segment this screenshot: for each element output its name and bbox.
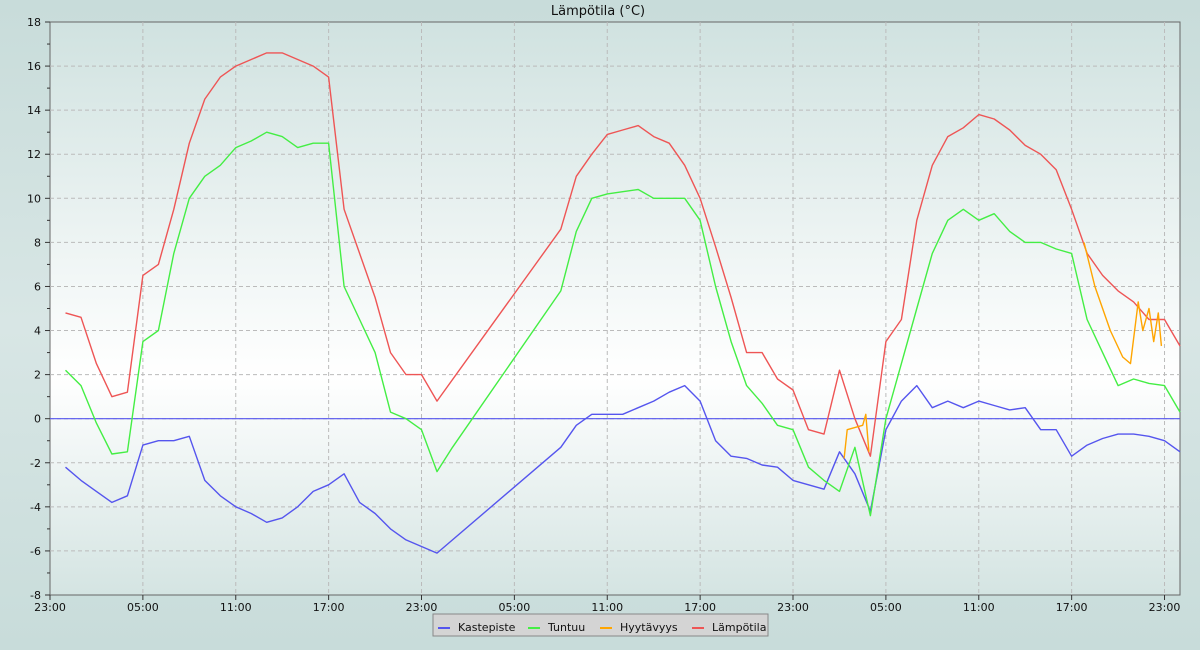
y-tick-label: 12 — [27, 148, 41, 161]
y-tick-label: 16 — [27, 60, 41, 73]
y-tick-label: -6 — [30, 545, 41, 558]
chart-title: Lämpötila (°C) — [551, 4, 645, 19]
y-tick-label: 18 — [27, 16, 41, 29]
plot-area — [49, 21, 1181, 596]
y-tick-label: -4 — [30, 501, 41, 514]
x-tick-label: 17:00 — [684, 601, 716, 614]
legend-label: Lämpötila — [712, 621, 766, 634]
x-tick-label: 05:00 — [499, 601, 531, 614]
x-tick-label: 17:00 — [1056, 601, 1088, 614]
y-tick-label: 10 — [27, 192, 41, 205]
x-tick-label: 11:00 — [591, 601, 623, 614]
legend-label: Tuntuu — [547, 621, 585, 634]
x-tick-label: 23:00 — [1149, 601, 1181, 614]
x-tick-label: 23:00 — [34, 601, 66, 614]
series-line-tuntuu — [65, 131, 1181, 517]
x-tick-label: 23:00 — [406, 601, 438, 614]
y-tick-label: 4 — [34, 325, 41, 338]
y-tick-label: 8 — [34, 236, 41, 249]
series-line-hyytävyys — [843, 413, 870, 459]
y-tick-label: -2 — [30, 457, 41, 470]
y-tick-label: 14 — [27, 104, 41, 117]
x-tick-label: 17:00 — [313, 601, 345, 614]
y-tick-label: 0 — [34, 413, 41, 426]
legend-label: Hyytävyys — [620, 621, 678, 634]
legend: Kastepiste Tuntuu Hyytävyys Lämpötila — [432, 613, 769, 637]
x-tick-label: 11:00 — [220, 601, 252, 614]
y-tick-label: -8 — [30, 589, 41, 602]
y-tick-label: 6 — [34, 280, 41, 293]
x-tick-label: 05:00 — [127, 601, 159, 614]
series-line-lämpötila — [65, 52, 1181, 457]
y-tick-label: 2 — [34, 369, 41, 382]
x-tick-label: 05:00 — [870, 601, 902, 614]
legend-label: Kastepiste — [458, 621, 516, 634]
x-tick-label: 23:00 — [777, 601, 809, 614]
series-line-hyytävyys — [1083, 242, 1163, 365]
x-tick-label: 11:00 — [963, 601, 995, 614]
series-line-kastepiste — [65, 384, 1181, 554]
